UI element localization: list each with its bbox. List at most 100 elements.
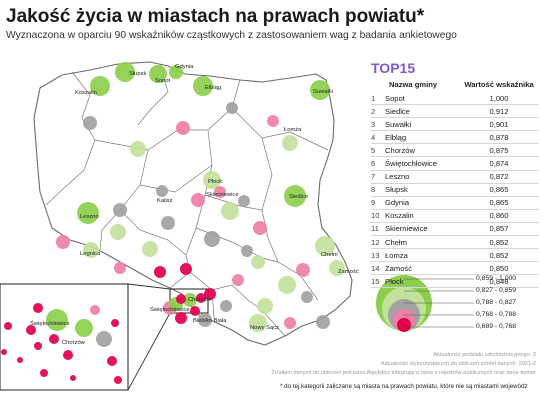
top15-value: 0,865	[489, 198, 509, 208]
city-marker	[70, 375, 76, 381]
city-marker-leszno	[77, 202, 99, 224]
legend-circle-5	[397, 318, 411, 332]
top15-name: Słupsk	[385, 185, 408, 195]
top15-row: 8 Słupsk 0,865	[371, 184, 539, 197]
top15-value: 0,857	[489, 224, 509, 234]
top15-name: Elbląg	[385, 132, 407, 142]
city-marker	[63, 350, 73, 360]
city-marker-elblag	[193, 76, 213, 96]
city-label-elblag: Elbląg	[205, 85, 221, 91]
top15-value: 0,878	[489, 132, 509, 142]
top15-name: Leszno	[385, 172, 410, 182]
legend-label-5: 0,689 - 0,768	[476, 323, 517, 330]
city-marker	[114, 376, 122, 384]
city-marker	[113, 203, 127, 217]
top15-name: Chełm	[385, 237, 407, 247]
top15-rank: 13	[371, 250, 380, 260]
top15-rank: 4	[371, 132, 376, 142]
city-marker-skierniewice	[221, 202, 239, 220]
top15-name: Koszalin	[385, 211, 414, 221]
top15-rank: 3	[371, 119, 376, 129]
city-label-slupsk: Słupsk	[129, 71, 147, 77]
top15-row: 4 Elbląg 0,878	[371, 131, 539, 145]
top15-value: 1,000	[489, 93, 509, 103]
city-marker	[241, 245, 253, 257]
legend-label-1: 0,859 - 1,000	[476, 275, 517, 282]
city-marker-inset-chorzow	[75, 319, 93, 337]
top15-name: Zamość	[385, 263, 413, 273]
city-marker-koszalin	[90, 76, 110, 96]
city-marker	[226, 102, 238, 114]
city-marker	[161, 216, 175, 230]
city-marker	[156, 185, 168, 197]
top15-row: 1 Sopot 1,000	[371, 92, 539, 106]
top15-rank: 9	[371, 198, 376, 208]
top15-row: 6 Świętochłowice 0,874	[371, 157, 539, 171]
top15-rank: 2	[371, 106, 376, 116]
city-marker	[1, 349, 7, 355]
source-line-1: Aktualność podziału administracyjnego: 2	[433, 352, 536, 358]
top15-rank: 6	[371, 159, 376, 169]
city-label-kalisz: Kalisz	[157, 198, 173, 204]
city-marker	[176, 121, 190, 135]
top15-value: 0,912	[489, 106, 509, 116]
city-marker-chelm	[315, 236, 335, 256]
top15-row: 3 Suwałki 0,901	[371, 118, 539, 132]
city-marker	[278, 276, 296, 294]
top15-value: 0,852	[489, 237, 509, 247]
top15-rank: 14	[371, 263, 380, 273]
page-subtitle: Wyznaczona w oparciu 90 wskaźników cząst…	[6, 30, 457, 41]
city-marker-suwalki	[310, 80, 330, 100]
top15-value: 0,901	[489, 119, 509, 129]
city-label-legnica: Legnica	[80, 251, 101, 257]
footnote: * do tej kategorii zaliczane są miasta n…	[280, 383, 528, 390]
city-label-plock: Płock	[208, 179, 222, 185]
city-label-zamosc: Zamość	[338, 269, 359, 275]
city-marker	[284, 317, 296, 329]
top15-value: 0,875	[489, 145, 509, 155]
city-marker	[130, 141, 146, 157]
city-label-nowy-sacz: Nowy Sącz	[250, 325, 279, 331]
top15-value: 0,860	[489, 211, 509, 221]
top15-name: Suwałki	[385, 119, 412, 129]
city-label-siedlce: Siedlce	[289, 194, 308, 200]
page-title: Jakość życia w miastach na prawach powia…	[6, 6, 425, 27]
top15-header: Nazwa gminy Wartość wskaźnika	[371, 80, 539, 92]
city-marker-plock	[203, 171, 221, 189]
top15-name: Chorzów	[385, 145, 415, 155]
source-line-2: Aktualność wykorzystanych do obliczeń źr…	[380, 361, 536, 367]
city-marker	[96, 331, 112, 347]
top15-value: 0,874	[489, 159, 509, 169]
city-marker	[198, 313, 212, 327]
top15-row: 2 Siedlce 0,912	[371, 105, 539, 119]
city-marker	[26, 325, 36, 335]
top15-rank: 7	[371, 172, 376, 182]
city-marker	[110, 224, 126, 240]
top15-name: Łomża	[385, 250, 408, 260]
city-marker	[267, 115, 279, 127]
city-marker	[316, 315, 330, 329]
top15-row: 13 Łomża 0,852	[371, 249, 539, 263]
top15-row: 11 Skierniewice 0,857	[371, 223, 539, 237]
city-marker	[232, 274, 244, 286]
city-marker-lomza	[282, 135, 298, 151]
city-marker-siedlce	[284, 185, 306, 207]
city-marker-slupsk	[115, 62, 135, 82]
city-label-chelm: Chełm	[321, 252, 338, 258]
top15-rank: 10	[371, 211, 380, 221]
top15-rank: 8	[371, 185, 376, 195]
city-label-sopot: Sopot	[155, 78, 171, 84]
city-label-leszno: Leszno	[80, 214, 99, 220]
city-marker-gdynia	[169, 65, 183, 79]
top15-row: 9 Gdynia 0,865	[371, 197, 539, 210]
city-marker	[180, 263, 192, 275]
city-marker	[214, 186, 226, 198]
top15-value: 0,848	[489, 276, 509, 286]
city-marker	[196, 293, 206, 303]
top15-name: Siedlce	[385, 106, 410, 116]
city-marker	[114, 262, 126, 274]
top15-value: 0,852	[489, 250, 509, 260]
city-marker	[90, 305, 100, 315]
city-marker	[253, 221, 267, 235]
city-marker	[191, 193, 205, 207]
